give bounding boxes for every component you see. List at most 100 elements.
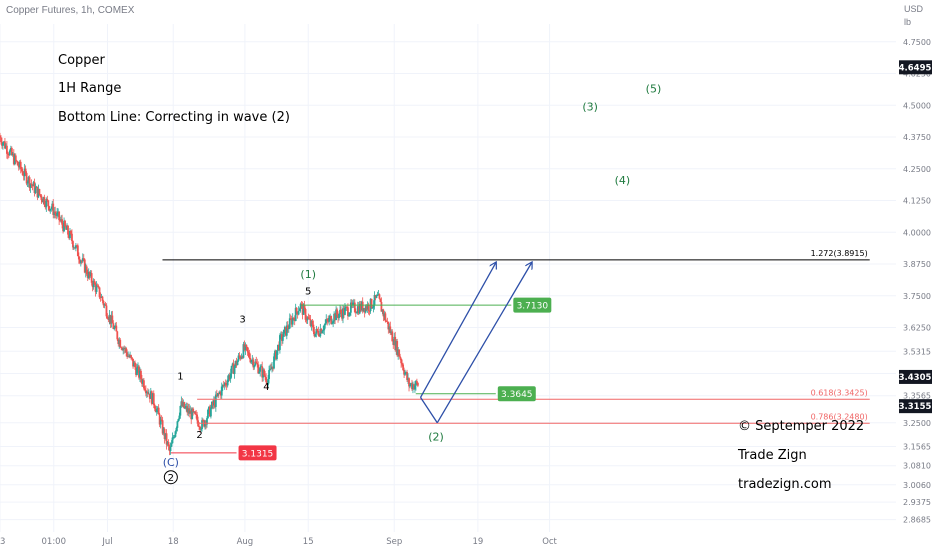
price-tick-label: 3.0060 bbox=[903, 481, 931, 490]
candle-body bbox=[342, 308, 344, 319]
candle-body bbox=[301, 304, 304, 315]
candle-body bbox=[120, 347, 123, 349]
candle-body bbox=[131, 357, 133, 359]
candle-body bbox=[406, 372, 408, 380]
candle-body bbox=[292, 317, 295, 319]
candle-body bbox=[98, 287, 101, 298]
candle-body bbox=[353, 302, 356, 312]
fib-level-label: 0.618(3.3425) bbox=[811, 388, 868, 397]
candle-body bbox=[39, 194, 42, 196]
candle-body bbox=[182, 402, 185, 407]
candle-body bbox=[129, 355, 131, 358]
candle-body bbox=[109, 314, 112, 324]
time-tick-label: 15 bbox=[303, 537, 314, 547]
candle-body bbox=[6, 153, 9, 155]
candle-body bbox=[408, 378, 410, 387]
candle-body bbox=[194, 411, 197, 415]
candle-body bbox=[412, 384, 414, 390]
candle-body bbox=[234, 360, 237, 367]
candle-body bbox=[204, 421, 206, 427]
candle-body bbox=[306, 317, 309, 321]
candle-body bbox=[366, 304, 369, 310]
candle-body bbox=[83, 259, 86, 273]
candle-body bbox=[196, 414, 199, 421]
candle-body bbox=[76, 245, 79, 257]
credit-site: tradezign.com bbox=[738, 477, 832, 492]
candle-body bbox=[206, 418, 208, 425]
candle-body bbox=[283, 326, 286, 330]
candle-body bbox=[79, 260, 82, 263]
candle-body bbox=[289, 318, 292, 320]
candle-body bbox=[103, 304, 106, 306]
candle-body bbox=[113, 327, 116, 329]
candle-body bbox=[48, 206, 51, 211]
candle-body bbox=[158, 414, 161, 425]
candle-body bbox=[349, 302, 352, 313]
candle-body bbox=[127, 355, 130, 357]
candle-body bbox=[285, 325, 288, 336]
candle-body bbox=[311, 321, 314, 325]
candle-body bbox=[398, 349, 401, 357]
candle-body bbox=[321, 331, 324, 334]
candlestick-series bbox=[0, 132, 419, 456]
candle-body bbox=[108, 314, 111, 320]
candle-body bbox=[340, 309, 342, 314]
candle-body bbox=[69, 231, 71, 239]
candle-body bbox=[35, 186, 38, 188]
candle-body bbox=[183, 402, 186, 409]
candle-body bbox=[195, 414, 198, 415]
candle-body bbox=[30, 183, 33, 185]
candle-body bbox=[287, 328, 290, 330]
candle-body bbox=[300, 303, 303, 305]
candle-body bbox=[25, 172, 28, 184]
candle-body bbox=[81, 258, 84, 262]
candle-body bbox=[138, 366, 140, 378]
candle-body bbox=[16, 161, 19, 166]
candle-body bbox=[47, 200, 50, 207]
candle-body bbox=[192, 408, 195, 413]
candle-body bbox=[245, 344, 248, 348]
candle-body bbox=[395, 341, 398, 351]
candle-body bbox=[0, 137, 2, 143]
candle-body bbox=[156, 407, 159, 410]
candle-body bbox=[168, 446, 171, 452]
candle-body bbox=[223, 382, 226, 386]
candle-body bbox=[63, 220, 65, 232]
axis-unit-currency: USD bbox=[904, 4, 924, 14]
time-tick-label: Jul bbox=[101, 537, 112, 547]
candle-body bbox=[235, 360, 238, 366]
candle-body bbox=[304, 308, 307, 320]
candle-body bbox=[34, 187, 37, 193]
candle-body bbox=[267, 379, 269, 385]
candle-body bbox=[110, 315, 113, 324]
candle-body bbox=[97, 286, 100, 288]
candle-body bbox=[202, 420, 204, 421]
candle-body bbox=[368, 310, 371, 312]
candle-body bbox=[20, 169, 23, 172]
candle-body bbox=[294, 307, 297, 321]
candle-body bbox=[111, 315, 114, 324]
price-tick-label: 4.5000 bbox=[903, 101, 931, 110]
candle-body bbox=[383, 313, 386, 317]
candle-body bbox=[49, 209, 52, 211]
candle-body bbox=[337, 314, 339, 319]
candle-body bbox=[150, 391, 153, 404]
fib-level-label: 0.786(3.2480) bbox=[811, 412, 868, 421]
candle-body bbox=[411, 383, 413, 390]
candle-body bbox=[31, 184, 34, 187]
candle-body bbox=[290, 318, 293, 325]
candle-body bbox=[157, 407, 160, 415]
level-badge-text: 3.1315 bbox=[242, 449, 274, 459]
candle-body bbox=[371, 307, 374, 309]
candle-body bbox=[27, 177, 30, 183]
candle-body bbox=[270, 368, 272, 370]
chart-symbol-title[interactable]: Copper Futures, 1h, COMEX bbox=[6, 5, 135, 16]
candle-body bbox=[288, 318, 291, 329]
candle-body bbox=[410, 383, 412, 385]
candle-body bbox=[280, 334, 283, 341]
candle-body bbox=[199, 426, 201, 430]
candle-body bbox=[14, 155, 17, 161]
candle-body bbox=[347, 307, 349, 317]
candle-body bbox=[92, 280, 95, 288]
